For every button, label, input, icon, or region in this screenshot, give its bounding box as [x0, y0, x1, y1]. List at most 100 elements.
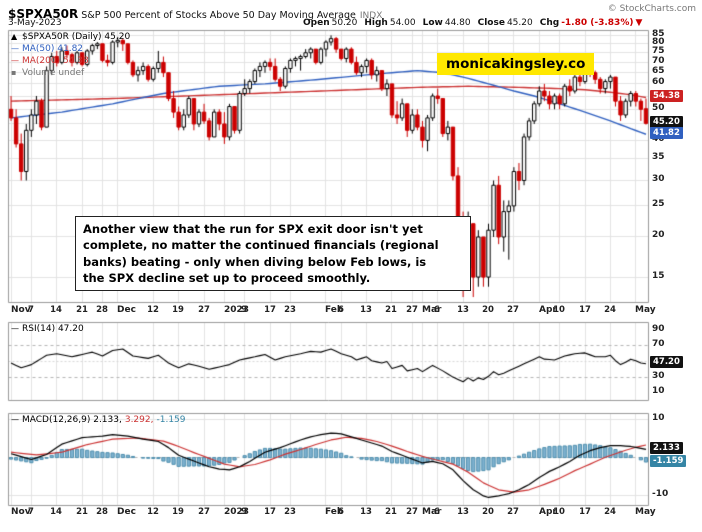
price-axis-label: 15 [652, 271, 665, 281]
open-value: 50.20 [331, 18, 358, 28]
x-axis-label: 2023 [224, 507, 250, 517]
price-axis-label: 25 [652, 199, 665, 209]
chart-title: S&P 500 Percent of Stocks Above 50 Day M… [81, 10, 356, 21]
price-axis-label: 40 [652, 134, 665, 144]
rsi-axis-label: 10 [652, 386, 665, 396]
x-axis-label: Nov [11, 507, 31, 517]
ma50-legend-label: MA(50) 41.82 [22, 44, 84, 54]
x-axis-label: 17 [579, 305, 591, 315]
x-axis-label: Nov [11, 305, 31, 315]
ma200-line-icon: — [11, 56, 19, 65]
open-label: Open [303, 18, 330, 28]
price-axis-label: 65 [652, 66, 665, 76]
rsi-axis-label: 70 [652, 339, 665, 349]
x-axis-label: 24 [604, 507, 616, 517]
low-value: 44.80 [444, 18, 471, 28]
x-axis-label: 27 [507, 305, 519, 315]
x-axis-label: 23 [284, 507, 296, 517]
x-axis-label: 12 [147, 305, 159, 315]
x-axis-label: 7 [28, 507, 34, 517]
macd-line-icon: — [11, 415, 19, 424]
rsi-legend-label: RSI(14) 47.20 [22, 324, 84, 334]
x-axis-label: 27 [406, 507, 418, 517]
x-axis-label: May [635, 305, 656, 315]
x-axis-label: 14 [50, 305, 62, 315]
copyright: © StockCharts.com [607, 4, 696, 14]
x-axis-label: Feb [325, 305, 344, 315]
x-axis-label: 28 [96, 305, 108, 315]
close-label: Close [477, 18, 505, 28]
price-axis-label: 85 [652, 29, 665, 39]
price-axis-value-box: 45.20 [650, 116, 683, 128]
x-axis-label: 17 [264, 305, 276, 315]
rsi-legend: — RSI(14) 47.20 [11, 324, 84, 334]
price-axis-label: 20 [652, 230, 665, 240]
x-axis-label: 24 [604, 305, 616, 315]
x-axis-label: 21 [385, 305, 397, 315]
price-axis-value-box: 54.38 [650, 90, 683, 102]
x-axis-label: 20 [482, 305, 494, 315]
macd-legend: — MACD(12,26,9) 2.133, 3.292, -1.159 [11, 415, 186, 425]
x-axis-label: 19 [172, 507, 184, 517]
x-axis-label: 13 [360, 507, 372, 517]
price-axis-value-box: 41.82 [650, 127, 683, 139]
ma50-line-icon: — [11, 44, 19, 53]
x-axis-label: Apr [539, 305, 557, 315]
volume-bars-icon: ▪ [11, 68, 17, 77]
x-axis-label: 27 [406, 305, 418, 315]
x-axis-label: 20 [482, 507, 494, 517]
x-axis-label: 6 [338, 507, 344, 517]
macd-signal-value: 3.292, [124, 415, 154, 425]
note-line-3: banks) beating - only when diving below … [83, 254, 427, 269]
x-axis-label: 27 [198, 305, 210, 315]
rsi-axis-label: 30 [652, 371, 665, 381]
ma200-legend-row: — MA(200) 54.38 [11, 55, 130, 67]
ma50-legend-row: — MA(50) 41.82 [11, 43, 130, 55]
chart-header: $SPXA50R S&P 500 Percent of Stocks Above … [8, 3, 382, 22]
x-axis-label: Mar [422, 507, 442, 517]
x-axis-label: 17 [579, 507, 591, 517]
symbol: $SPXA50R [8, 7, 79, 21]
x-axis-label: 21 [76, 507, 88, 517]
price-axis-label: 80 [652, 37, 665, 47]
price-axis-label: 60 [652, 77, 665, 87]
x-axis-label: 17 [264, 507, 276, 517]
x-axis-label: 28 [96, 507, 108, 517]
low-label: Low [422, 18, 443, 28]
quote-bar: Open 50.20 High 54.00 Low 44.80 Close 45.20 Chg -… [296, 18, 642, 28]
price-axis-label: 30 [652, 174, 665, 184]
price-axis-label: 50 [652, 103, 665, 113]
change-label: Chg [539, 18, 560, 28]
x-axis-label: 6 [434, 507, 440, 517]
x-axis-label: Apr [539, 507, 557, 517]
x-axis-label: 21 [76, 305, 88, 315]
macd-axis-label: 10 [652, 413, 665, 423]
note-line-2: complete, no matter the continued financ… [83, 238, 439, 253]
change-value: -1.80 (-3.83%) [561, 18, 634, 28]
change-down-icon: ▼ [635, 18, 643, 28]
x-axis-label: 13 [457, 305, 469, 315]
x-axis-label: 21 [385, 507, 397, 517]
x-axis-label: 9 [241, 507, 247, 517]
date-label: 3-May-2023 [8, 18, 62, 28]
x-axis-label: 10 [553, 305, 565, 315]
series-legend-label: $SPXA50R (Daily) 45.20 [22, 32, 131, 42]
x-axis-label: 23 [284, 305, 296, 315]
x-axis-label: 13 [457, 507, 469, 517]
x-axis-label: 12 [147, 507, 159, 517]
candlestick-series-icon: ▲ [11, 32, 18, 41]
x-axis-label: 13 [360, 305, 372, 315]
x-axis-label: Feb [325, 507, 344, 517]
x-axis-label: 2023 [224, 305, 250, 315]
price-axis-label: 35 [652, 152, 665, 162]
x-axis-label: May [635, 507, 656, 517]
main-legend: ▲ $SPXA50R (Daily) 45.20 — MA(50) 41.82 — M… [11, 31, 130, 79]
macd-legend-label: MACD(12,26,9) 2.133, [22, 415, 122, 425]
x-axis-label: 9 [241, 305, 247, 315]
commentary-note-box: Another view that the run for SPX exit d… [75, 216, 471, 292]
ma200-legend-label: MA(200) 54.38 [22, 56, 89, 66]
x-axis-label: 7 [28, 305, 34, 315]
volume-legend-row: ▪ Volume undef [11, 67, 130, 79]
note-line-1: Another view that the run for SPX exit d… [83, 222, 423, 236]
close-value: 45.20 [506, 18, 533, 28]
